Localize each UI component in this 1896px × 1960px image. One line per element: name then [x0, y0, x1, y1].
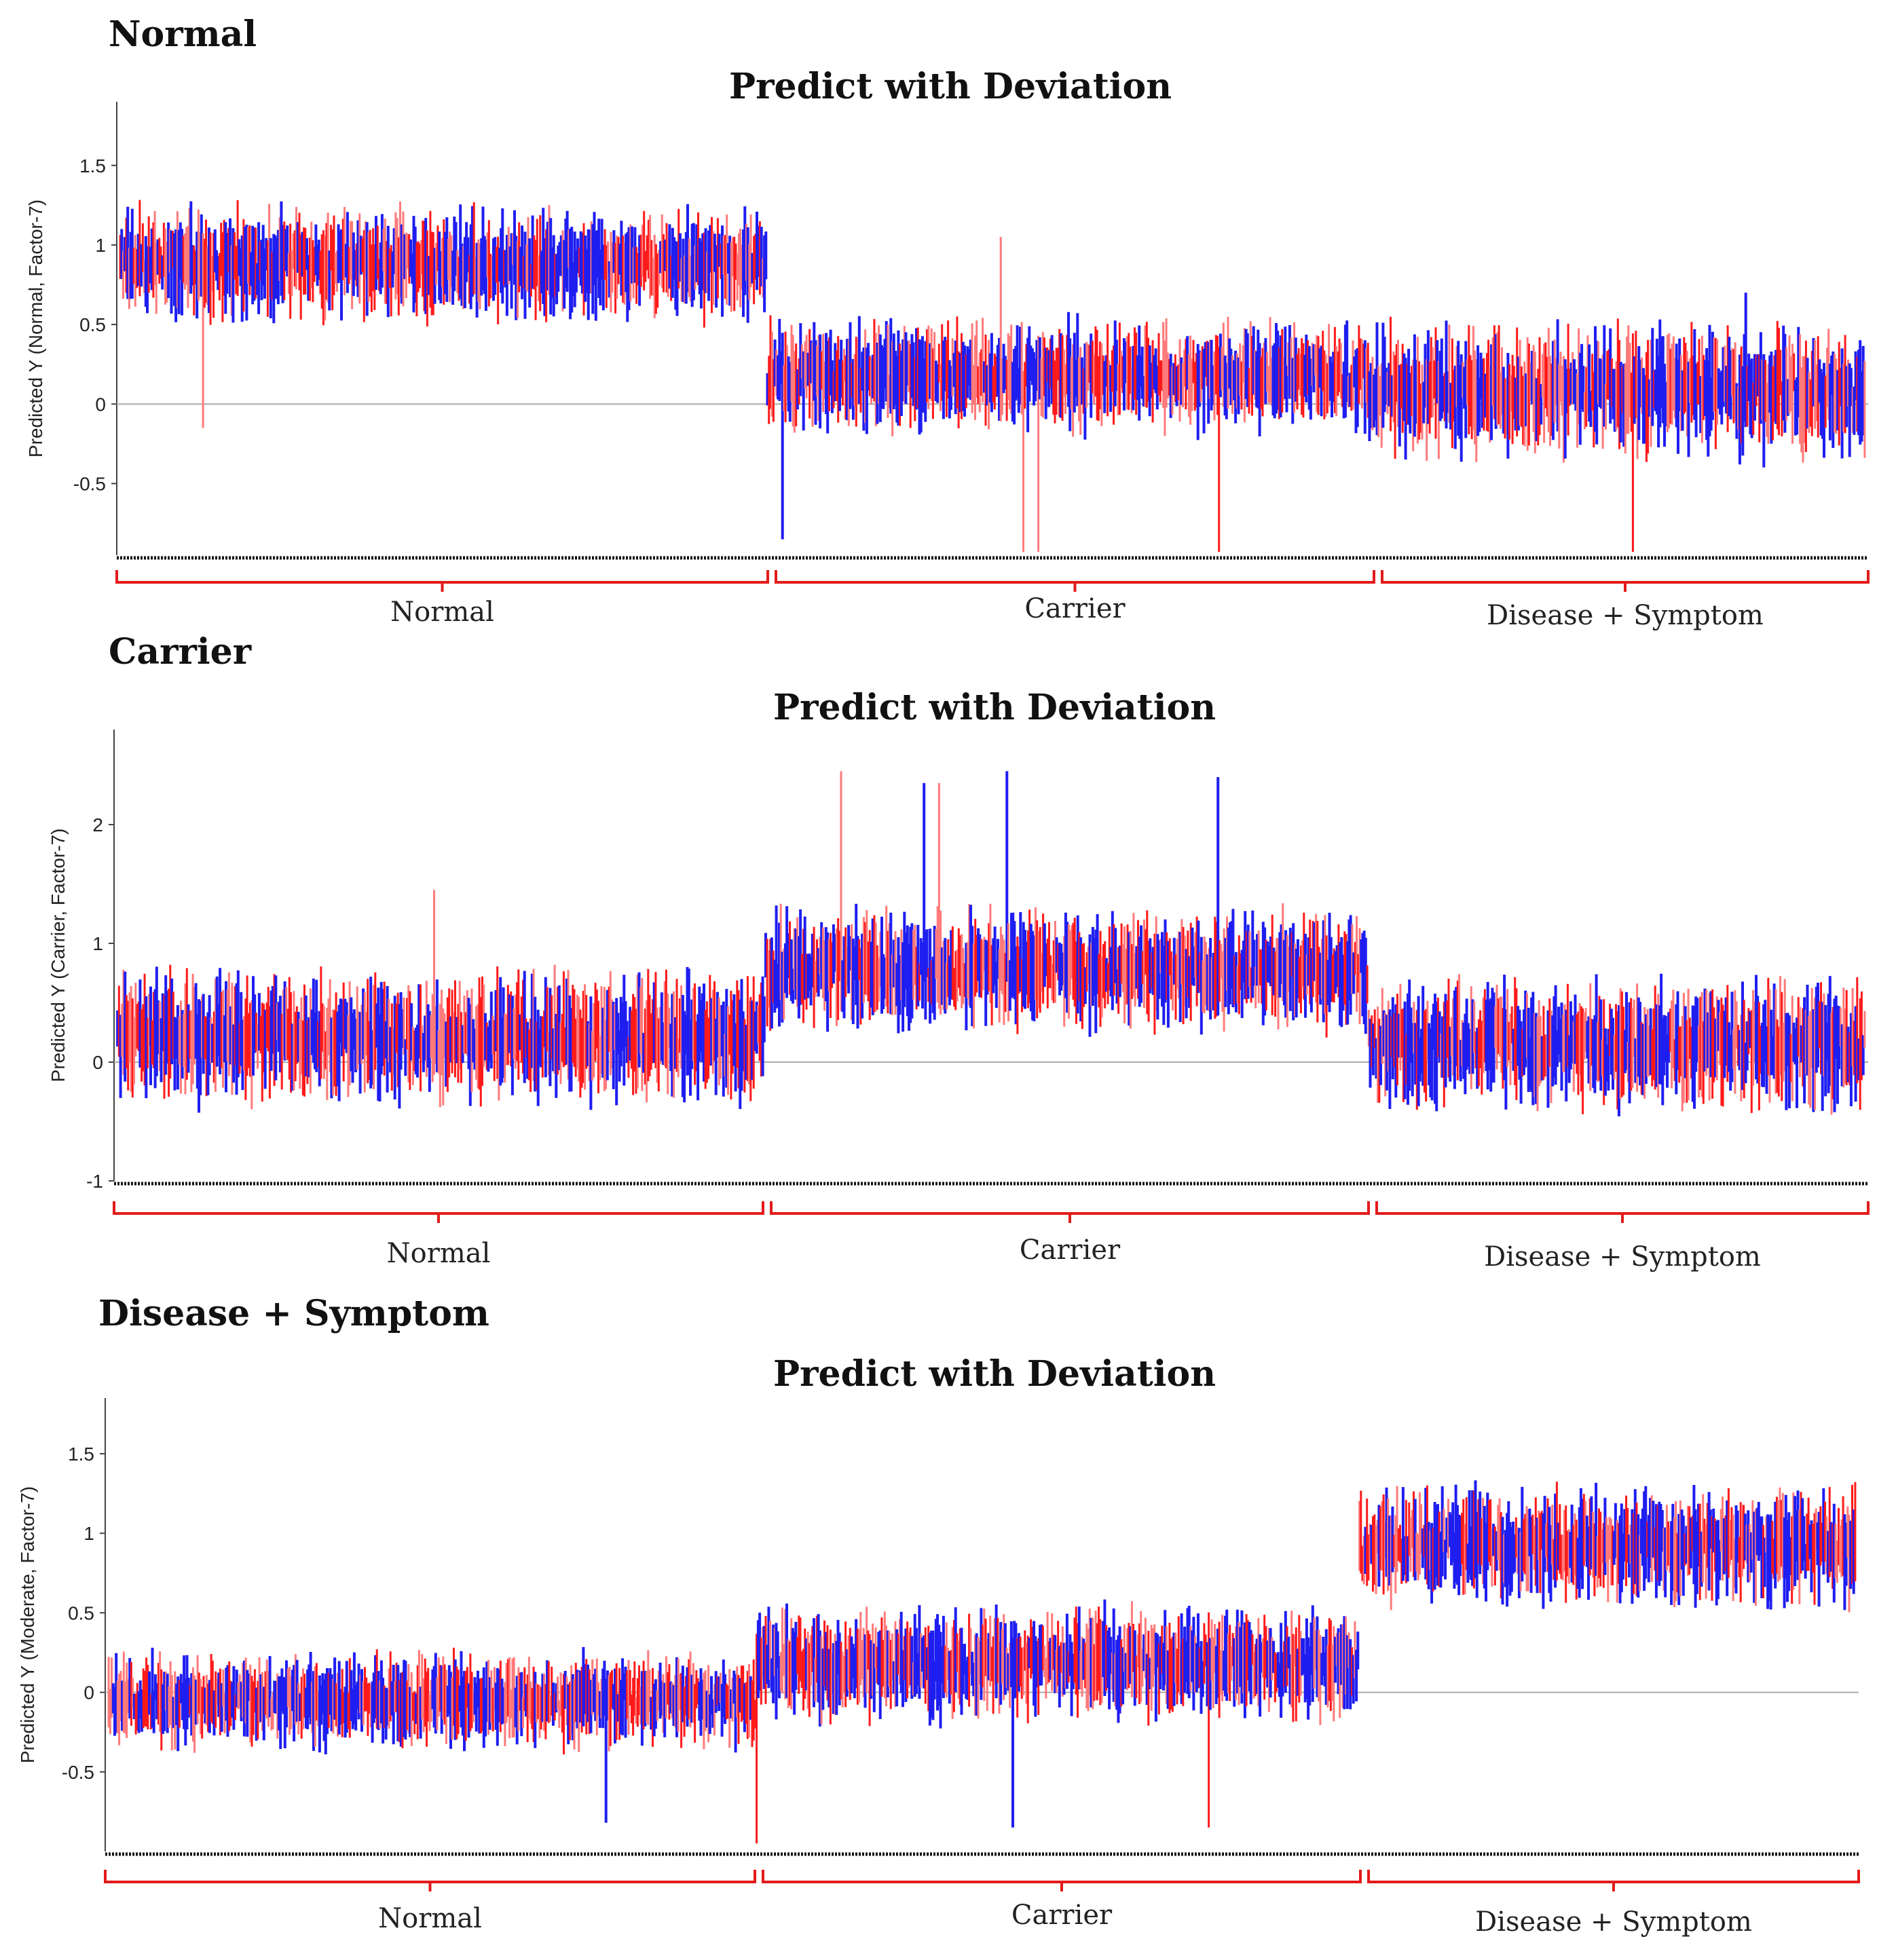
panel-heading-disease-symptom: Disease + Symptom: [98, 1293, 489, 1334]
y-tick-label: 0: [83, 1682, 94, 1703]
group-label: Disease + Symptom: [1475, 1906, 1752, 1938]
series-group-normal: [116, 890, 766, 1113]
y-tick-label: 1.5: [79, 155, 106, 176]
y-tick-label: 1.5: [68, 1444, 94, 1465]
series-group-disease-symptom: [1367, 973, 1866, 1116]
chart-title: Predict with Deviation: [729, 66, 1172, 107]
group-label: Carrier: [1024, 593, 1126, 624]
series-group-normal: [119, 200, 768, 428]
group-bracket: [113, 1201, 764, 1223]
group-label: Disease + Symptom: [1484, 1241, 1761, 1273]
chart-panel-0: Predict with Deviation Predicted Y (Norma…: [25, 66, 1870, 631]
y-tick-label: 0.5: [68, 1602, 94, 1623]
y-tick-label: -0.5: [62, 1762, 94, 1783]
y-tick-label: 0: [95, 394, 106, 415]
group-bracket: [115, 570, 769, 592]
y-tick-label: -0.5: [73, 474, 106, 495]
group-label: Disease + Symptom: [1487, 600, 1764, 631]
group-bracket: [1367, 1870, 1860, 1891]
series-group-carrier: [766, 237, 1369, 552]
y-axis-label: Predicted Y (Carrier, Factor-7): [48, 829, 69, 1082]
group-bracket: [762, 1870, 1362, 1891]
group-label: Carrier: [1011, 1900, 1113, 1931]
group-bracket: [1381, 570, 1870, 592]
group-label: Carrier: [1020, 1235, 1121, 1266]
y-tick-label: 1: [95, 235, 106, 256]
y-tick-label: -1: [86, 1171, 103, 1192]
series-group-carrier: [764, 771, 1369, 1038]
panel-heading-normal: Normal: [109, 14, 257, 55]
y-tick-label: 0: [92, 1052, 103, 1073]
group-label: Normal: [378, 1903, 482, 1934]
group-bracket: [1375, 1201, 1870, 1223]
group-bracket: [104, 1870, 756, 1891]
y-tick-label: 1: [83, 1523, 94, 1544]
panel-heading-carrier: Carrier: [109, 631, 252, 673]
y-axis-label: Predicted Y (Moderate, Factor-7): [17, 1486, 38, 1763]
y-tick-label: 1: [92, 933, 103, 954]
chart-title: Predict with Deviation: [773, 1353, 1216, 1395]
chart-panel-1: Predict with Deviation Predicted Y (Carri…: [48, 687, 1870, 1273]
y-axis-label: Predicted Y (Normal, Factor-7): [25, 200, 46, 457]
group-bracket: [775, 570, 1375, 592]
series-group-disease-symptom: [1358, 1480, 1857, 1613]
y-tick-label: 2: [92, 814, 103, 835]
series-group-normal: [107, 1646, 756, 1823]
series-group-carrier: [756, 1599, 1360, 1844]
group-label: Normal: [390, 597, 494, 628]
group-label: Normal: [387, 1238, 491, 1269]
y-tick-label: 0.5: [79, 314, 106, 335]
chart-title: Predict with Deviation: [773, 687, 1216, 728]
series-group-disease-symptom: [1368, 293, 1866, 552]
chart-panel-2: Predict with Deviation Predicted Y (Moder…: [17, 1353, 1860, 1938]
group-bracket: [770, 1201, 1370, 1223]
